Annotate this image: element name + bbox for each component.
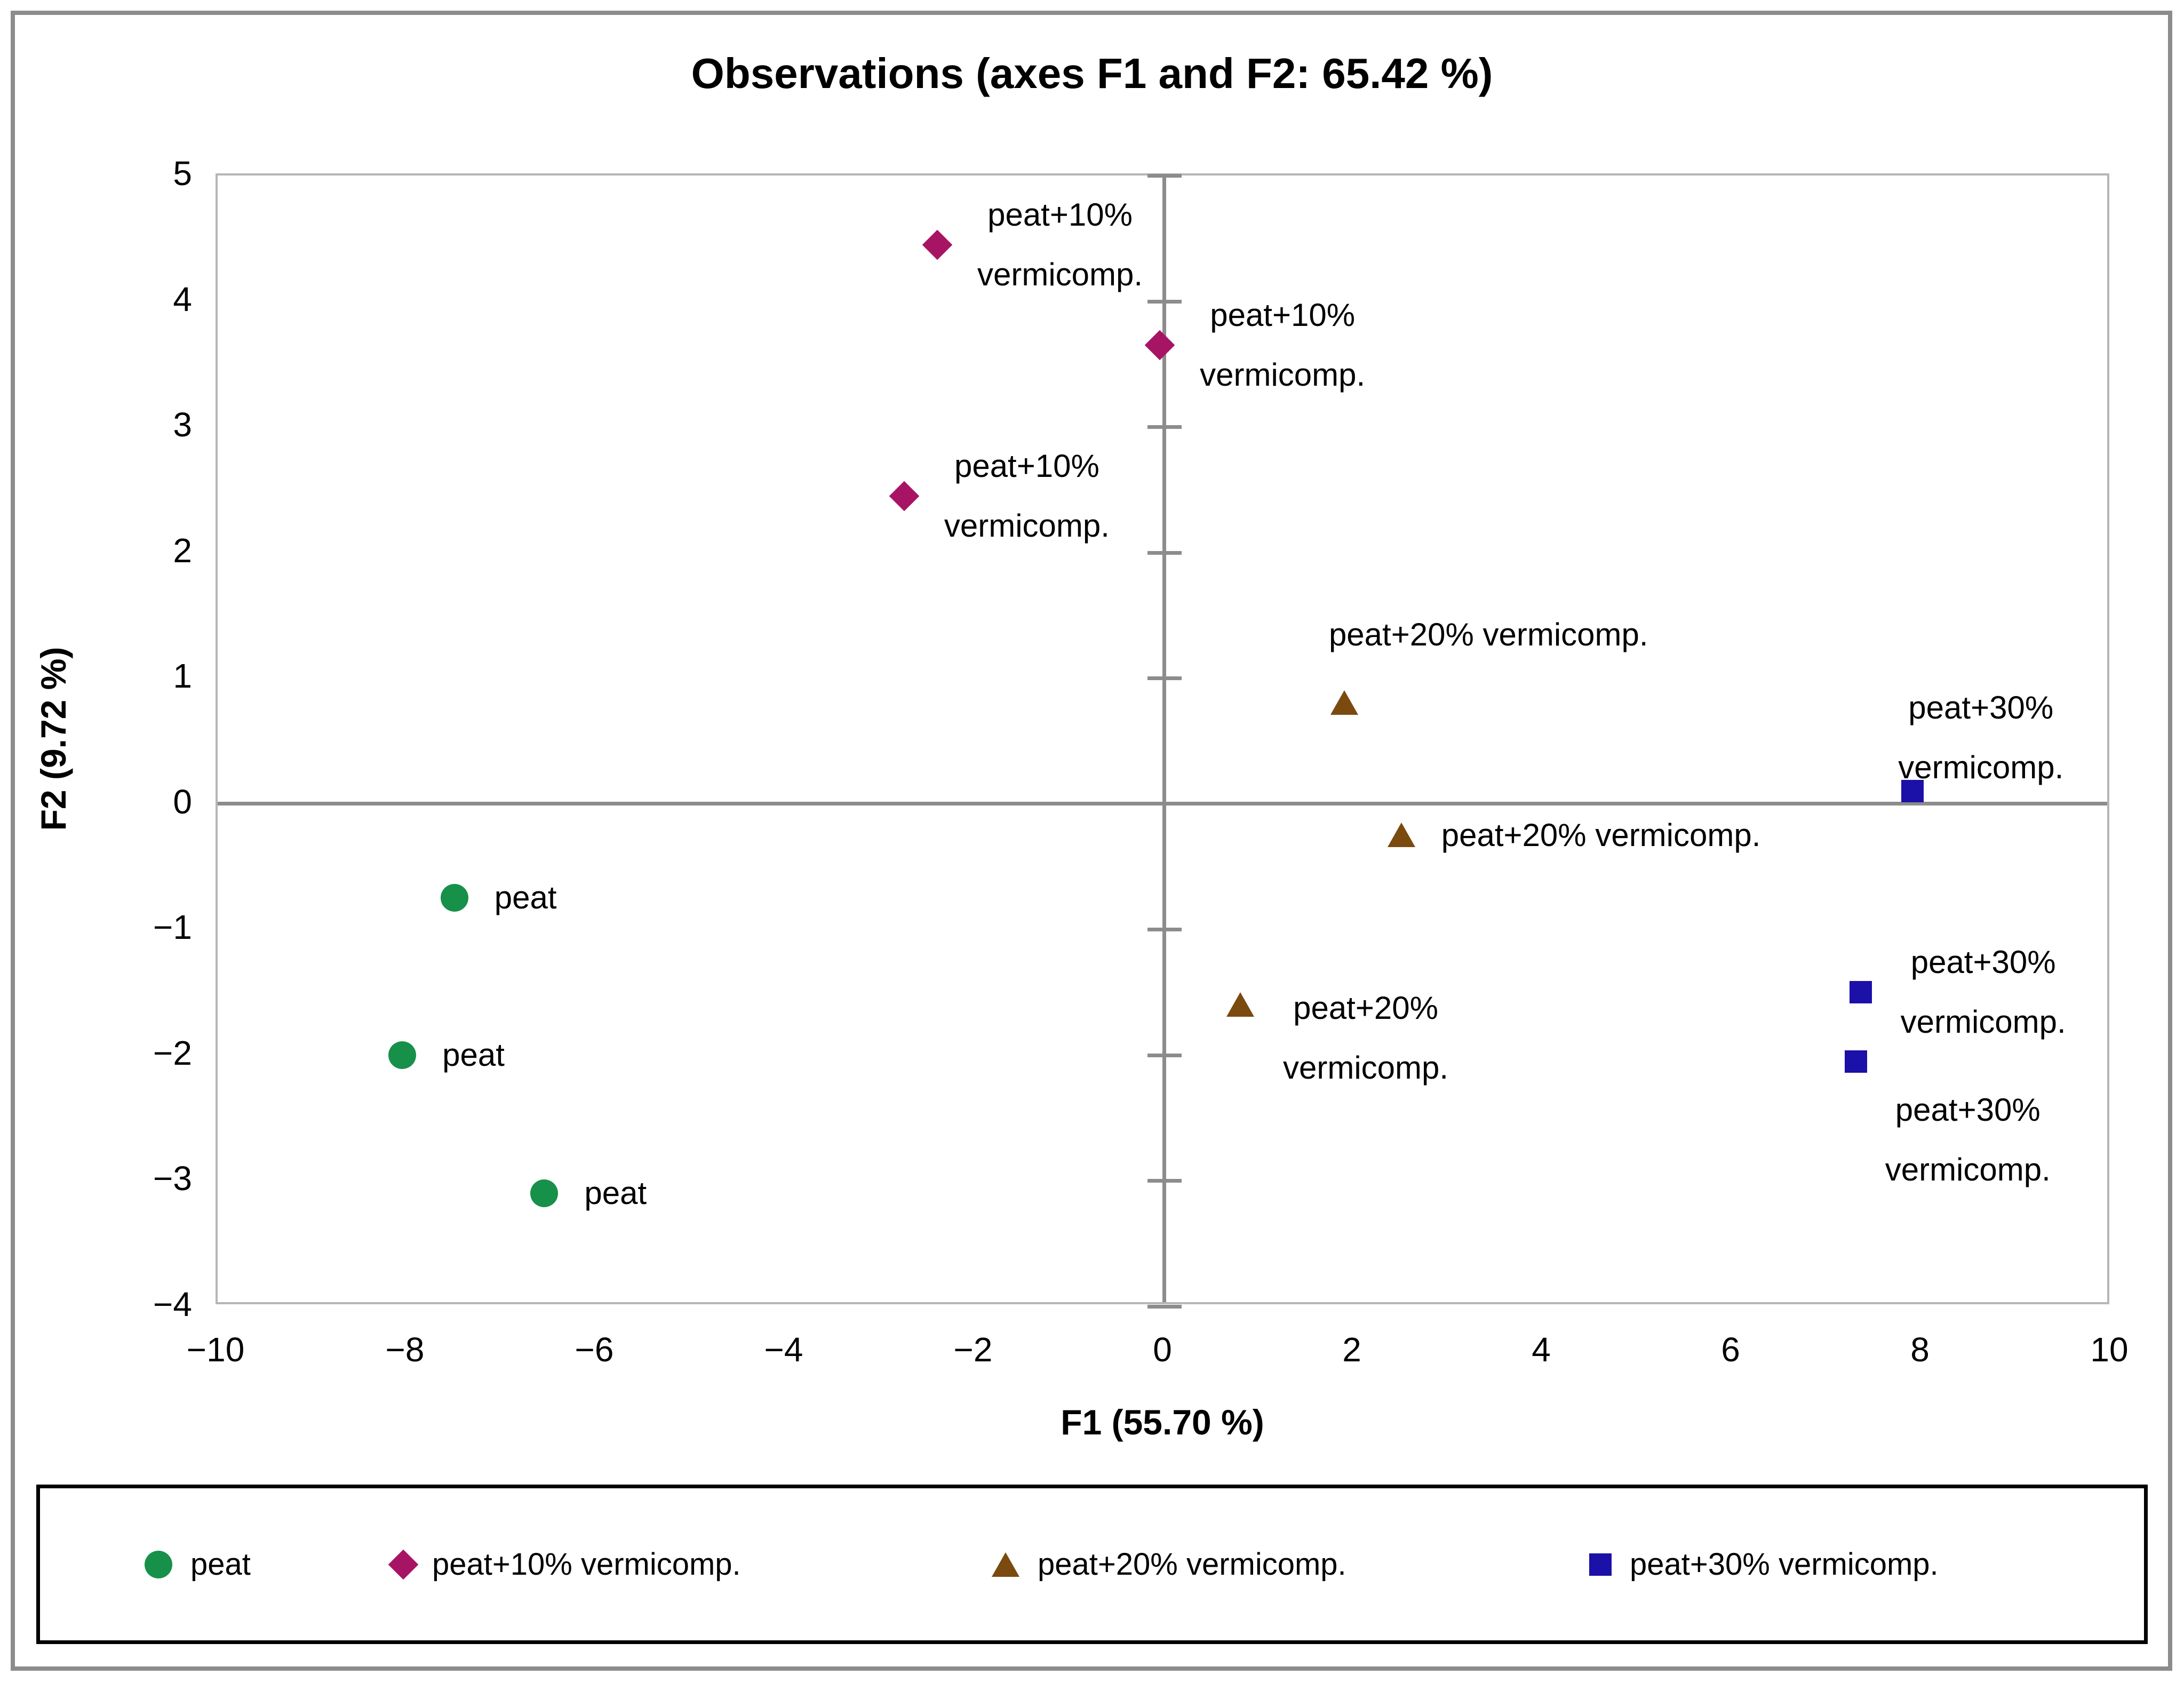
legend-entry: peat+30% vermicomp. bbox=[1589, 1488, 1939, 1640]
data-point-label: peat+10% vermicomp. bbox=[977, 185, 1143, 305]
y-tick-label: 1 bbox=[173, 657, 192, 696]
y-axis-line bbox=[1162, 176, 1166, 1302]
y-tick-label: −3 bbox=[153, 1159, 192, 1198]
diamond-marker bbox=[1144, 330, 1175, 361]
y-axis-tick bbox=[1147, 174, 1182, 178]
y-tick-label: −4 bbox=[153, 1285, 192, 1323]
data-label-line: vermicomp. bbox=[1283, 1049, 1449, 1086]
data-label-line: vermicomp. bbox=[1200, 357, 1366, 393]
y-tick-label: 5 bbox=[173, 154, 192, 193]
data-label-line: peat+30% bbox=[1908, 690, 2054, 726]
data-label-line: peat bbox=[584, 1175, 647, 1211]
x-tick-label: 8 bbox=[1910, 1330, 1930, 1369]
legend-entry: peat bbox=[145, 1488, 251, 1640]
data-label-line: peat+20% vermicomp. bbox=[1328, 617, 1648, 653]
x-axis-line bbox=[218, 802, 2107, 805]
legend-label: peat bbox=[190, 1547, 251, 1582]
data-point-label: peat+20% vermicomp. bbox=[1329, 605, 1648, 665]
data-label-line: vermicomp. bbox=[1885, 1151, 2051, 1187]
data-point-label: peat+20% vermicomp. bbox=[1283, 978, 1448, 1098]
data-label-line: vermicomp. bbox=[944, 507, 1110, 544]
data-point-label: peat bbox=[584, 1163, 647, 1223]
y-axis-tick bbox=[1147, 676, 1182, 681]
y-axis-tick bbox=[1147, 1179, 1182, 1183]
square-marker bbox=[1901, 780, 1924, 803]
y-tick-label: 3 bbox=[173, 405, 192, 444]
triangle-icon bbox=[992, 1552, 1019, 1577]
y-tick-label: 4 bbox=[173, 280, 192, 318]
triangle-marker bbox=[1330, 690, 1359, 715]
data-point-label: peat bbox=[442, 1025, 505, 1085]
circle-marker bbox=[530, 1179, 559, 1207]
data-label-line: peat+30% bbox=[1895, 1091, 2040, 1128]
data-label-line: peat+20% vermicomp. bbox=[1441, 817, 1761, 853]
y-axis-tick bbox=[1147, 551, 1182, 555]
triangle-marker bbox=[1226, 992, 1254, 1017]
data-point-label: peat+30% vermicomp. bbox=[1885, 1080, 2051, 1200]
y-tick-label: 2 bbox=[173, 531, 192, 570]
square-icon bbox=[1589, 1553, 1612, 1576]
y-axis-tick bbox=[1147, 1053, 1182, 1057]
data-label-line: vermicomp. bbox=[977, 256, 1143, 292]
data-point-label: peat+30% vermicomp. bbox=[1898, 678, 2063, 797]
diamond-icon bbox=[388, 1549, 419, 1580]
data-label-line: vermicomp. bbox=[1900, 1004, 2066, 1040]
plot-area: peat peat peat peat+10% vermicomp. peat+10% ve… bbox=[216, 173, 2109, 1309]
x-tick-label: −4 bbox=[764, 1330, 803, 1369]
chart-title: Observations (axes F1 and F2: 65.42 %) bbox=[691, 50, 1493, 97]
x-tick-label: 6 bbox=[1721, 1330, 1740, 1369]
x-tick-label: 10 bbox=[2090, 1330, 2129, 1369]
data-point-label: peat+20% vermicomp. bbox=[1441, 805, 1761, 865]
y-tick-label: −1 bbox=[153, 908, 192, 947]
x-tick-label: −2 bbox=[953, 1330, 993, 1369]
legend: peat peat+10% vermicomp. peat+20% vermicom… bbox=[36, 1485, 2148, 1644]
x-tick-label: −8 bbox=[385, 1330, 425, 1369]
data-label-line: peat bbox=[442, 1036, 505, 1073]
y-axis-tick bbox=[1147, 425, 1182, 429]
data-label-line: vermicomp. bbox=[1898, 749, 2064, 786]
diamond-marker bbox=[889, 481, 920, 511]
square-marker bbox=[1844, 1050, 1867, 1073]
data-point-label: peat+10% vermicomp. bbox=[944, 436, 1110, 556]
y-tick-label: −2 bbox=[153, 1033, 192, 1072]
data-point-label: peat+10% vermicomp. bbox=[1200, 285, 1365, 405]
legend-entry: peat+20% vermicomp. bbox=[992, 1488, 1346, 1640]
circle-marker bbox=[440, 884, 468, 912]
x-tick-label: 0 bbox=[1153, 1330, 1172, 1369]
square-marker bbox=[1849, 981, 1872, 1004]
y-axis-tick bbox=[1147, 928, 1182, 932]
legend-label: peat+10% vermicomp. bbox=[432, 1547, 741, 1582]
legend-label: peat+20% vermicomp. bbox=[1038, 1547, 1346, 1582]
data-label-line: peat+10% bbox=[954, 448, 1099, 484]
x-tick-label: 4 bbox=[1532, 1330, 1551, 1369]
legend-label: peat+30% vermicomp. bbox=[1630, 1547, 1939, 1582]
circle-icon bbox=[145, 1550, 172, 1578]
data-label-line: peat+10% bbox=[987, 196, 1133, 233]
triangle-marker bbox=[1387, 822, 1415, 847]
data-point-label: peat bbox=[495, 868, 557, 928]
y-axis-tick bbox=[1147, 1305, 1182, 1309]
y-tick-label: 0 bbox=[173, 782, 192, 821]
circle-marker bbox=[388, 1041, 417, 1069]
data-label-line: peat bbox=[494, 880, 557, 916]
x-tick-label: −10 bbox=[186, 1330, 245, 1369]
data-label-line: peat+20% bbox=[1293, 990, 1438, 1026]
data-label-line: peat+10% bbox=[1210, 297, 1356, 333]
x-tick-label: −6 bbox=[575, 1330, 614, 1369]
y-axis-title: F2 (9.72 %) bbox=[34, 647, 73, 831]
data-label-line: peat+30% bbox=[1910, 944, 2056, 980]
x-tick-label: 2 bbox=[1342, 1330, 1361, 1369]
x-axis-title: F1 (55.70 %) bbox=[1061, 1402, 1264, 1442]
diamond-marker bbox=[922, 229, 953, 260]
data-point-label: peat+30% vermicomp. bbox=[1901, 932, 2066, 1052]
y-axis-tick bbox=[1147, 299, 1182, 304]
legend-entry: peat+10% vermicomp. bbox=[388, 1488, 741, 1640]
